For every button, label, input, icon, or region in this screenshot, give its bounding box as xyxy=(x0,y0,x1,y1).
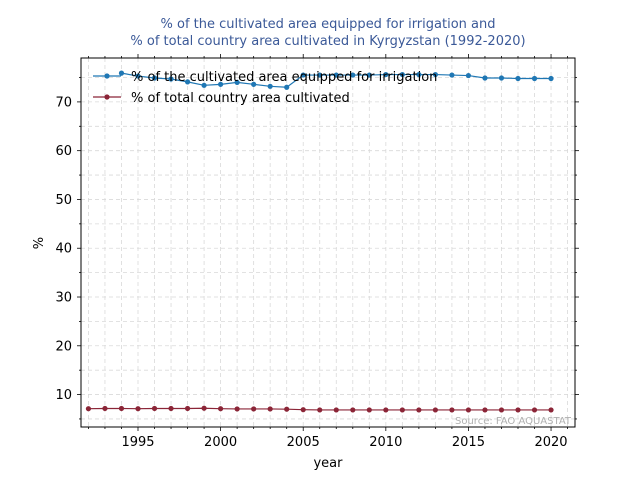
series-2-point xyxy=(118,405,125,412)
series-2-point xyxy=(399,407,405,413)
series-2-point xyxy=(317,407,323,413)
series-1-point xyxy=(333,72,339,78)
plot-area-frame xyxy=(80,57,576,428)
series-1-point xyxy=(498,75,505,81)
series-1-point xyxy=(135,73,141,79)
x-tick-label: 2020 xyxy=(534,435,567,450)
series-2-point xyxy=(267,406,273,412)
series-1-point xyxy=(168,76,174,82)
series-2-point xyxy=(449,407,455,413)
x-tick-label: 2015 xyxy=(452,435,485,450)
series-1-point xyxy=(548,75,554,82)
series-1-point xyxy=(416,71,422,78)
x-tick-label: 2000 xyxy=(204,435,237,450)
series-1-point xyxy=(201,82,207,88)
series-2-point xyxy=(515,407,521,413)
series-1-point xyxy=(383,71,389,78)
series-1-point xyxy=(317,72,323,78)
y-tick-label: 40 xyxy=(55,242,72,257)
series-1-point xyxy=(300,72,306,78)
series-2-point xyxy=(102,405,108,412)
plot-series xyxy=(85,70,554,413)
series-1-point xyxy=(449,72,455,78)
series-1-point xyxy=(251,81,257,87)
series-1-point xyxy=(151,75,158,81)
series-1-point xyxy=(465,72,472,79)
series-2-point xyxy=(218,406,224,412)
y-tick-label: 30 xyxy=(55,291,72,306)
series-2-point xyxy=(251,406,257,412)
series-2-point xyxy=(350,407,356,413)
series-2-point xyxy=(531,407,538,413)
series-2-point xyxy=(201,405,207,411)
series-2-point xyxy=(135,406,141,412)
series-1-point xyxy=(366,72,372,78)
x-axis-label: year xyxy=(313,456,343,471)
series-2-point xyxy=(300,407,306,413)
series-2-point xyxy=(432,407,438,413)
series-2-point xyxy=(168,405,174,412)
y-axis-label: % xyxy=(32,237,47,249)
grid xyxy=(81,58,575,427)
chart-title-line-2: % of total country area cultivated in Ky… xyxy=(130,34,525,49)
chart-title-line-1: % of the cultivated area equipped for ir… xyxy=(161,17,496,32)
series-1-point xyxy=(350,72,356,78)
series-1-point xyxy=(432,71,438,78)
series-1-point xyxy=(399,71,405,78)
legend: % of the cultivated area equipped for ir… xyxy=(93,70,437,106)
series-2-point xyxy=(85,406,92,412)
series-1-point xyxy=(267,83,273,89)
y-tick-label: 70 xyxy=(55,95,72,110)
source-note: Source: FAO AQUASTAT xyxy=(455,416,572,427)
series-1-point xyxy=(284,84,290,90)
axis-ticks: 1995 2000 2005 2010 2015 2020 10 20 30 40 50 60 70 xyxy=(55,54,579,450)
y-tick-label: 10 xyxy=(55,388,72,403)
legend-label-series-2: % of total country area cultivated xyxy=(131,91,350,106)
series-2-point xyxy=(333,407,339,413)
series-2-point xyxy=(284,406,290,412)
series-1-point xyxy=(515,75,521,82)
legend-label-series-1: % of the cultivated area equipped for ir… xyxy=(131,70,437,85)
series-1-point xyxy=(118,70,125,76)
series-1-point xyxy=(482,75,488,81)
y-tick-label: 60 xyxy=(55,144,72,159)
y-tick-label: 50 xyxy=(55,193,72,208)
series-2-point xyxy=(416,407,422,413)
series-1-point xyxy=(184,79,191,85)
x-tick-label: 2005 xyxy=(287,435,320,450)
series-2-point xyxy=(151,405,158,412)
series-2-point xyxy=(465,407,472,413)
series-2-point xyxy=(234,406,240,412)
x-tick-label: 2010 xyxy=(369,435,402,450)
y-tick-label: 20 xyxy=(55,339,72,354)
legend-marker-series-2 xyxy=(104,94,110,100)
series-1-point xyxy=(234,79,240,85)
legend-marker-series-1 xyxy=(104,73,110,79)
series-2-point xyxy=(184,405,191,412)
series-1-point xyxy=(531,75,538,82)
series-2-point xyxy=(482,407,488,413)
series-2-point xyxy=(548,407,554,413)
series-1-point xyxy=(218,81,224,87)
x-tick-label: 1995 xyxy=(121,435,154,450)
series-2-point xyxy=(383,407,389,413)
series-2-point xyxy=(498,407,505,413)
series-2-point xyxy=(366,407,372,413)
